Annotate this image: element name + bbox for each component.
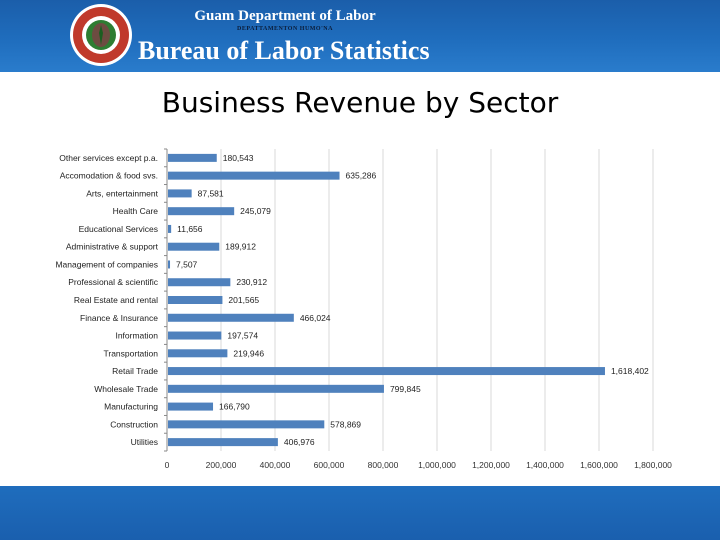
bar	[168, 313, 294, 322]
data-label: 180,543	[223, 153, 254, 163]
bar	[168, 420, 325, 429]
category-label: Information	[115, 331, 158, 341]
data-label: 201,565	[228, 295, 259, 305]
bar	[168, 438, 278, 447]
category-label: Wholesale Trade	[94, 384, 158, 394]
category-label: Transportation	[104, 348, 159, 358]
data-label: 219,946	[233, 348, 264, 358]
category-label: Educational Services	[79, 224, 158, 234]
category-label: Administrative & support	[66, 242, 159, 252]
bar	[168, 242, 220, 251]
category-label: Finance & Insurance	[80, 313, 158, 323]
department-subtitle: DEPATTAMENTON HUMO'NA	[237, 26, 333, 32]
revenue-bar-chart: 0 200,000 400,000 600,000 800,000 1,000,000 1,…	[55, 148, 672, 470]
category-label: Utilities	[131, 437, 158, 447]
footer-banner	[0, 486, 720, 540]
data-label: 11,656	[177, 224, 203, 234]
data-label: 635,286	[346, 171, 377, 181]
x-tick-label: 800,000	[368, 460, 399, 470]
category-label: Arts, entertainment	[86, 188, 158, 198]
x-tick-label: 400,000	[260, 460, 291, 470]
category-label: Other services except p.a.	[59, 153, 158, 163]
data-label: 197,574	[227, 331, 258, 341]
bar	[168, 207, 235, 216]
data-label: 1,618,402	[611, 366, 649, 376]
x-tick-label: 1,200,000	[472, 460, 510, 470]
x-tick-label: 0	[165, 460, 170, 470]
bar	[168, 331, 222, 340]
department-name: Guam Department of Labor	[194, 8, 376, 24]
bureau-name: Bureau of Labor Statistics	[138, 36, 430, 65]
x-tick-label: 1,600,000	[580, 460, 618, 470]
x-tick-label: 1,000,000	[418, 460, 456, 470]
data-label: 578,869	[330, 419, 361, 429]
data-label: 87,581	[198, 188, 224, 198]
category-label: Health Care	[113, 206, 159, 216]
bar	[168, 189, 192, 198]
department-seal-icon	[70, 4, 132, 66]
bar	[168, 171, 340, 180]
x-tick-label: 1,400,000	[526, 460, 564, 470]
data-label: 230,912	[236, 277, 267, 287]
data-label: 189,912	[225, 242, 256, 252]
data-label: 406,976	[284, 437, 315, 447]
category-label: Manufacturing	[104, 402, 158, 412]
page-title: Business Revenue by Sector	[161, 86, 559, 119]
data-label: 7,507	[176, 259, 198, 269]
bar	[168, 260, 171, 269]
category-label: Management of companies	[55, 259, 158, 269]
category-label: Professional & scientific	[68, 277, 159, 287]
bar	[168, 153, 217, 162]
bar	[168, 224, 172, 233]
bar	[168, 384, 384, 393]
category-label: Real Estate and rental	[74, 295, 158, 305]
data-label: 799,845	[390, 384, 421, 394]
bar	[168, 367, 605, 376]
x-tick-label: 200,000	[206, 460, 237, 470]
data-label: 466,024	[300, 313, 331, 323]
x-tick-label: 600,000	[314, 460, 345, 470]
header-banner: Guam Department of Labor DEPATTAMENTON H…	[0, 0, 720, 72]
category-label: Retail Trade	[112, 366, 158, 376]
bar	[168, 296, 223, 304]
category-label: Accomodation & food svs.	[60, 171, 158, 181]
category-label: Construction	[110, 419, 158, 429]
data-label: 245,079	[240, 206, 271, 216]
bar	[168, 278, 231, 287]
x-tick-label: 1,800,000	[634, 460, 672, 470]
bar	[168, 349, 228, 358]
data-label: 166,790	[219, 402, 250, 412]
bar	[168, 402, 214, 411]
